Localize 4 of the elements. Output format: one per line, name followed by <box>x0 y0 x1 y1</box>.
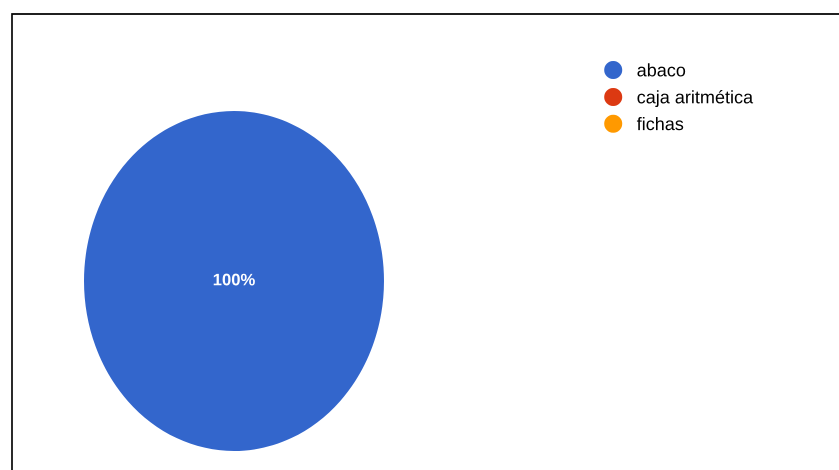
legend-label: caja aritmética <box>637 90 754 108</box>
legend-label: abaco <box>637 63 686 77</box>
data-label: 100% <box>214 274 255 286</box>
legend-label: fichas <box>636 116 684 130</box>
